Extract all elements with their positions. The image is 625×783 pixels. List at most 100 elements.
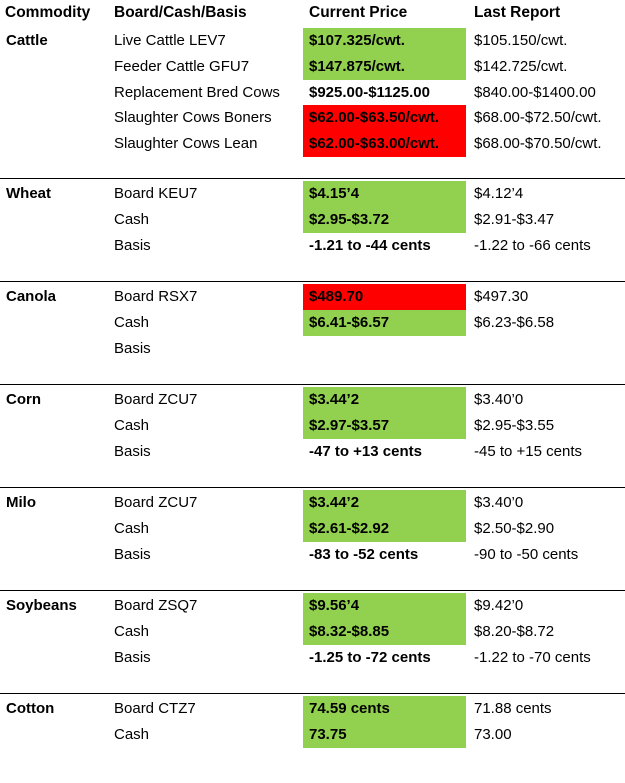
current-price-cell: $2.97-$3.57	[303, 412, 466, 439]
board-cash-basis-cell: Board ZCU7	[114, 391, 198, 408]
current-price-cell: 74.59 cents	[303, 696, 466, 722]
current-price-cell: $147.875/cwt.	[303, 53, 466, 80]
board-cash-basis-cell: Board RSX7	[114, 288, 198, 305]
current-price-cell: $107.325/cwt.	[303, 28, 466, 54]
commodity-name: Soybeans	[6, 597, 77, 614]
table-row: Slaughter Cows Lean $62.00-$63.00/cwt. $68…	[0, 131, 625, 158]
table-row: Basis -1.21 to -44 cents -1.22 to -66 cent…	[0, 233, 625, 259]
group-separator	[0, 693, 625, 694]
board-cash-basis-cell: Live Cattle LEV7	[114, 32, 226, 49]
last-report-cell: $840.00-$1400.00	[474, 83, 596, 101]
commodity-name: Milo	[6, 494, 36, 511]
current-price-cell: $925.00-$1125.00	[309, 83, 430, 101]
last-report-cell: $2.95-$3.55	[474, 416, 555, 434]
last-report-cell: 71.88 cents	[474, 700, 552, 717]
board-cash-basis-cell: Basis	[114, 442, 151, 460]
last-report-cell: -1.22 to -70 cents	[474, 648, 591, 666]
board-cash-basis-cell: Feeder Cattle GFU7	[114, 57, 250, 75]
table-row: Wheat Board KEU7 $4.15’4 $4.12’4	[0, 181, 625, 207]
current-price-cell: $2.95-$3.72	[303, 206, 466, 233]
header-board-cash-basis: Board/Cash/Basis	[114, 4, 247, 21]
last-report-cell: $3.40’0	[474, 391, 524, 408]
group-separator	[0, 384, 625, 385]
current-price-cell: $62.00-$63.00/cwt.	[303, 131, 466, 158]
table-row: Replacement Bred Cows $925.00-$1125.00 $84…	[0, 80, 625, 106]
board-cash-basis-cell: Cash	[114, 416, 150, 434]
header-current-price: Current Price	[309, 4, 408, 21]
last-report-cell: -45 to +15 cents	[474, 442, 582, 460]
header-last-report: Last Report	[474, 4, 561, 21]
current-price-cell: $4.15’4	[303, 181, 466, 207]
current-price-cell: $6.41-$6.57	[303, 309, 466, 336]
table-row: Canola Board RSX7 $489.70 $497.30	[0, 284, 625, 310]
table-row: Cash $6.41-$6.57 $6.23-$6.58	[0, 309, 625, 336]
last-report-cell: $142.725/cwt.	[474, 57, 568, 75]
last-report-cell: -1.22 to -66 cents	[474, 236, 591, 254]
board-cash-basis-cell: Cash	[114, 313, 150, 331]
commodity-name: Wheat	[6, 185, 51, 202]
last-report-cell: $105.150/cwt.	[474, 32, 568, 49]
board-cash-basis-cell: Cash	[114, 622, 150, 640]
table-row: Cash $2.61-$2.92 $2.50-$2.90	[0, 515, 625, 542]
group-separator	[0, 590, 625, 591]
last-report-cell: $8.20-$8.72	[474, 622, 555, 640]
current-price-cell: $2.61-$2.92	[303, 515, 466, 542]
board-cash-basis-cell: Basis	[114, 648, 151, 666]
group-separator	[0, 178, 625, 179]
board-cash-basis-cell: Basis	[114, 236, 151, 254]
table-row: Cash $2.97-$3.57 $2.95-$3.55	[0, 412, 625, 439]
current-price-cell: $8.32-$8.85	[303, 618, 466, 645]
header-commodity: Commodity	[5, 4, 91, 21]
last-report-cell: $2.50-$2.90	[474, 519, 555, 537]
table-row: Cotton Board CTZ7 74.59 cents 71.88 cents	[0, 696, 625, 722]
table-row: Milo Board ZCU7 $3.44’2 $3.40’0	[0, 490, 625, 516]
group-separator	[0, 487, 625, 488]
last-report-cell: $497.30	[474, 288, 529, 305]
current-price-cell: -1.25 to -72 cents	[309, 648, 431, 666]
last-report-cell: $2.91-$3.47	[474, 210, 555, 228]
table-header: Commodity Board/Cash/Basis Current Price…	[0, 0, 625, 28]
board-cash-basis-cell: Slaughter Cows Boners	[114, 109, 272, 127]
last-report-cell: 73.00	[474, 725, 512, 743]
table-row: Feeder Cattle GFU7 $147.875/cwt. $142.725/…	[0, 53, 625, 80]
board-cash-basis-cell: Board KEU7	[114, 185, 198, 202]
board-cash-basis-cell: Cash	[114, 210, 150, 228]
table-row: Slaughter Cows Boners $62.00-$63.50/cwt. $…	[0, 105, 625, 132]
board-cash-basis-cell: Replacement Bred Cows	[114, 83, 280, 101]
last-report-cell: -90 to -50 cents	[474, 545, 579, 563]
board-cash-basis-cell: Board CTZ7	[114, 700, 196, 717]
board-cash-basis-cell: Board ZSQ7	[114, 597, 198, 614]
table-row: Basis -83 to -52 cents -90 to -50 cents	[0, 542, 625, 568]
table-row: Cash 73.75 73.00	[0, 721, 625, 748]
table-row: Soybeans Board ZSQ7 $9.56’4 $9.42’0	[0, 593, 625, 619]
table-row: Cattle Live Cattle LEV7 $107.325/cwt. $105.…	[0, 28, 625, 54]
last-report-cell: $68.00-$72.50/cwt.	[474, 109, 602, 127]
last-report-cell: $9.42’0	[474, 597, 524, 614]
group-separator	[0, 281, 625, 282]
commodity-name: Cattle	[6, 32, 48, 49]
board-cash-basis-cell: Basis	[114, 545, 151, 563]
current-price-cell: $62.00-$63.50/cwt.	[303, 105, 466, 132]
last-report-cell: $68.00-$70.50/cwt.	[474, 135, 602, 153]
last-report-cell: $3.40’0	[474, 494, 524, 511]
current-price-cell	[303, 336, 466, 362]
current-price-cell: 73.75	[303, 721, 466, 748]
current-price-cell: $9.56’4	[303, 593, 466, 619]
current-price-cell: -1.21 to -44 cents	[309, 236, 431, 254]
current-price-cell: $489.70	[303, 284, 466, 310]
table-row: Corn Board ZCU7 $3.44’2 $3.40’0	[0, 387, 625, 413]
last-report-cell: $6.23-$6.58	[474, 313, 555, 331]
current-price-cell: -83 to -52 cents	[309, 545, 419, 563]
current-price-cell: $3.44’2	[303, 387, 466, 413]
board-cash-basis-cell: Board ZCU7	[114, 494, 198, 511]
current-price-cell: $3.44’2	[303, 490, 466, 516]
table-row: Cash $2.95-$3.72 $2.91-$3.47	[0, 206, 625, 233]
table-row: Basis -47 to +13 cents -45 to +15 cents	[0, 439, 625, 465]
commodity-name: Cotton	[6, 700, 55, 717]
table-row: Cash $8.32-$8.85 $8.20-$8.72	[0, 618, 625, 645]
board-cash-basis-cell: Cash	[114, 519, 150, 537]
commodity-name: Canola	[6, 288, 57, 305]
current-price-cell: -47 to +13 cents	[309, 442, 422, 460]
board-cash-basis-cell: Basis	[114, 339, 151, 357]
board-cash-basis-cell: Slaughter Cows Lean	[114, 135, 258, 153]
